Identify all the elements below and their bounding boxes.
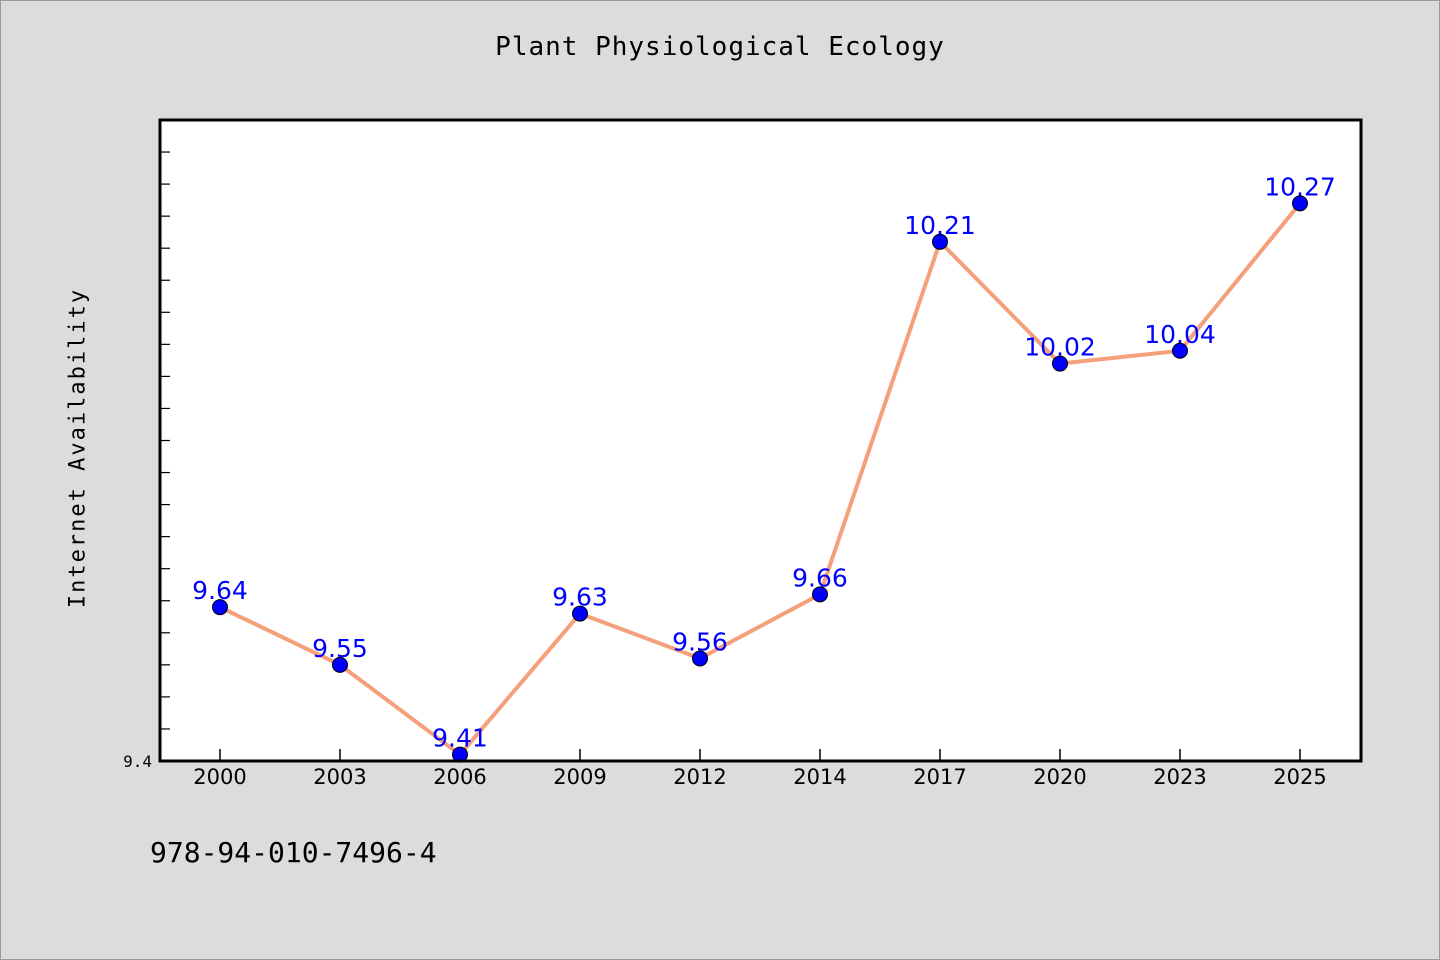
x-tick-label: 2014 bbox=[793, 765, 846, 789]
data-label: 9.63 bbox=[552, 583, 608, 612]
data-label: 9.56 bbox=[672, 627, 728, 656]
data-label: 10.02 bbox=[1024, 333, 1096, 362]
y-tick-labels: 9.4 bbox=[123, 752, 152, 771]
x-tick-label: 2012 bbox=[673, 765, 726, 789]
x-tick-label: 2025 bbox=[1273, 765, 1326, 789]
data-point bbox=[1052, 355, 1068, 372]
x-tick-label: 2009 bbox=[553, 765, 606, 789]
data-point bbox=[1292, 195, 1308, 212]
chart-title: Plant Physiological Ecology bbox=[495, 32, 945, 62]
data-point bbox=[1172, 342, 1188, 359]
data-point bbox=[692, 650, 708, 667]
plot-border bbox=[158, 118, 1363, 763]
data-label: 9.41 bbox=[432, 724, 488, 753]
y-tick-label: 9.4 bbox=[123, 752, 152, 771]
isbn-text: 978-94-010-7496-4 bbox=[150, 836, 437, 869]
data-labels: 9.64 9.55 9.41 9.63 9.56 9.66 10.21 10.02 10.04 1… bbox=[192, 172, 1336, 752]
x-tick-label: 2020 bbox=[1033, 765, 1086, 789]
data-label: 9.55 bbox=[312, 634, 368, 663]
data-label: 10.04 bbox=[1144, 320, 1216, 349]
data-label: 10.27 bbox=[1264, 172, 1336, 201]
x-tick-label: 2023 bbox=[1153, 765, 1206, 789]
data-label: 9.64 bbox=[192, 576, 248, 605]
data-markers bbox=[212, 195, 1308, 763]
data-point bbox=[572, 605, 588, 622]
x-tick-label: 2003 bbox=[313, 765, 366, 789]
x-tick-label: 2017 bbox=[913, 765, 966, 789]
data-point bbox=[212, 599, 228, 616]
x-tick-label: 2006 bbox=[433, 765, 486, 789]
series-line bbox=[218, 201, 1302, 757]
x-axis-ticks: 2000 2003 2006 2009 2012 2014 2017 2020 2023 2025 bbox=[193, 749, 1327, 789]
data-point bbox=[332, 656, 348, 673]
plot-area bbox=[160, 120, 1361, 761]
data-point bbox=[932, 233, 948, 250]
data-point bbox=[812, 586, 828, 603]
data-label: 10.21 bbox=[904, 211, 976, 240]
x-tick-label: 2000 bbox=[193, 765, 246, 789]
data-label: 9.66 bbox=[792, 563, 848, 592]
